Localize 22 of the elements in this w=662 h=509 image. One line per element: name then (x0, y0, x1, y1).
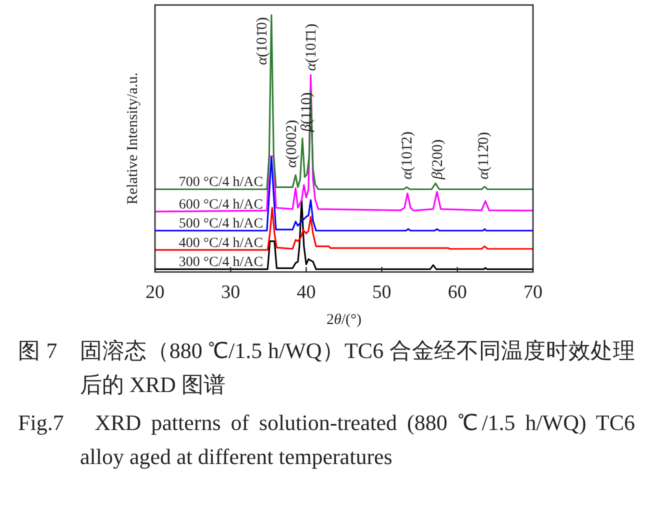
series-label: 400 °C/4 h/AC (178, 236, 264, 251)
annotation: α(112̄0) (476, 132, 492, 180)
y-axis-title: Relative Intensity/a.u. (125, 72, 141, 205)
annotation: α(101̄2) (400, 131, 416, 180)
annotation: β(110) (298, 92, 315, 133)
x-axis-title: 2θ/(°) (326, 312, 362, 328)
annotation: α(101̄1) (304, 24, 320, 71)
series-label: 700 °C/4 h/AC (178, 175, 264, 190)
series-label: 300 °C/4 h/AC (178, 255, 264, 270)
x-tick-label: 40 (296, 282, 316, 303)
caption: 图 7 固溶态（880 ℃/1.5 h/WQ）TC6 合金经不同温度时效处理后的 XRD 图谱 (18, 337, 635, 399)
x-tick-label: 20 (146, 282, 164, 303)
annotation: α(0002) (284, 120, 300, 168)
x-tick-label: 50 (372, 282, 392, 303)
x-tick-label: 60 (448, 282, 467, 303)
x-tick-label: 30 (221, 282, 240, 303)
caption: Fig.7 XRD patterns of solution-treated (880 ℃/1.5 h/WQ) TC6 alloy aged at different temperatures (18, 409, 635, 471)
annotation: α(101̄0) (254, 17, 270, 65)
series-label: 500 °C/4 h/AC (178, 216, 264, 232)
x-tick-label: 70 (524, 282, 542, 303)
annotation: β(200) (430, 139, 446, 180)
series-label: 600 °C/4 h/AC (178, 198, 264, 213)
